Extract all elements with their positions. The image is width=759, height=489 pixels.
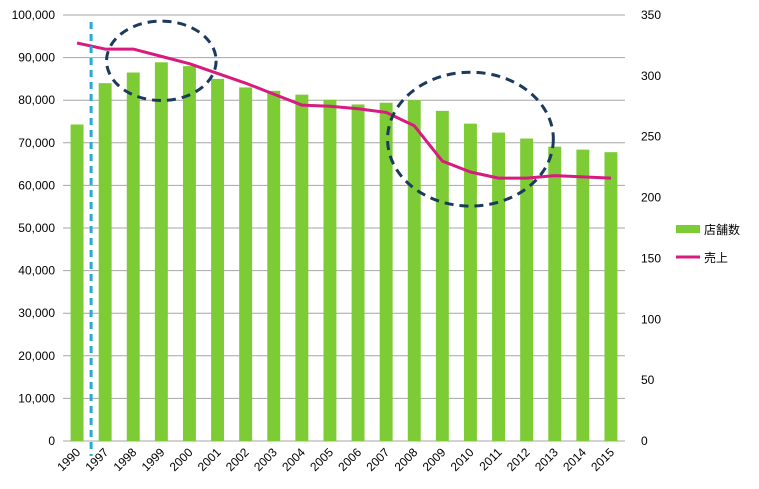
y-left-tick-label: 0: [48, 434, 55, 448]
left-axis-ticks: 0 10,000 20,000 30,000 40,000 50,000 60,000 70,…: [12, 8, 56, 448]
x-tick-label: 1999: [139, 445, 168, 474]
y-left-tick-label: 40,000: [18, 264, 55, 278]
bar: [323, 99, 337, 442]
highlight-ellipse: [386, 70, 555, 208]
highlight-ellipse: [105, 19, 218, 103]
bar: [435, 110, 449, 441]
y-left-tick-label: 100,000: [12, 8, 56, 22]
x-tick-label: 1997: [82, 445, 111, 474]
bar: [463, 123, 477, 441]
gridlines: [63, 14, 625, 399]
x-tick-label: 2007: [363, 445, 392, 474]
bar: [379, 102, 393, 442]
y-right-tick-label: 0: [641, 434, 648, 448]
x-tick-label: 1990: [54, 445, 83, 474]
bar: [182, 66, 196, 442]
x-tick-label: 2012: [504, 445, 533, 474]
x-axis-ticks: 1990 1997 1998 1999 2000 2001 2002 2003 2004 2005…: [54, 445, 617, 474]
x-tick-label: 2011: [477, 445, 505, 473]
y-left-tick-label: 70,000: [18, 136, 55, 150]
bar: [70, 124, 84, 442]
x-tick-label: 2005: [307, 445, 336, 474]
x-tick-label: 2010: [448, 445, 477, 474]
legend-label-line: 売上: [704, 250, 728, 265]
x-tick-label: 2003: [251, 445, 280, 474]
y-right-tick-label: 350: [641, 8, 661, 22]
bar: [295, 94, 309, 442]
x-tick-label: 2013: [532, 445, 561, 474]
bar: [576, 149, 590, 441]
sales-line: [76, 41, 612, 180]
bar: [492, 132, 506, 442]
y-left-tick-label: 30,000: [18, 306, 55, 320]
bar: [407, 100, 421, 441]
x-tick-label: 2006: [335, 445, 364, 474]
x-tick-label: 2001: [195, 445, 224, 474]
y-left-tick-label: 90,000: [18, 51, 55, 65]
y-right-tick-label: 50: [641, 373, 655, 387]
y-right-tick-label: 300: [641, 69, 661, 83]
x-tick-label: 2002: [223, 445, 252, 474]
bar: [520, 138, 534, 442]
bar: [98, 83, 112, 441]
bar: [239, 87, 253, 442]
bar: [548, 146, 562, 441]
y-right-tick-label: 150: [641, 251, 661, 265]
x-tick-label: 2008: [392, 445, 421, 474]
annotations: [89, 19, 555, 456]
x-tick-label: 2004: [279, 445, 308, 474]
bar: [126, 72, 140, 441]
bar: [351, 104, 365, 442]
bar: [267, 90, 281, 441]
legend-swatch-bar: [676, 225, 700, 233]
legend: 店舗数 売上: [676, 222, 740, 265]
y-right-tick-label: 200: [641, 191, 661, 205]
y-right-tick-label: 250: [641, 130, 661, 144]
x-tick-label: 2015: [588, 445, 617, 474]
x-tick-label: 1998: [111, 445, 140, 474]
y-right-tick-label: 100: [641, 312, 661, 326]
right-axis-ticks: 0 50 100 150 200 250 300 350: [641, 8, 661, 448]
x-tick-label: 2014: [560, 445, 589, 474]
y-left-tick-label: 20,000: [18, 349, 55, 363]
y-left-tick-label: 60,000: [18, 178, 55, 192]
bar: [211, 78, 225, 442]
line-series: [76, 41, 612, 180]
y-left-tick-label: 50,000: [18, 221, 55, 235]
x-tick-label: 2000: [167, 445, 196, 474]
legend-label-bar: 店舗数: [704, 222, 740, 237]
bar: [604, 152, 618, 441]
bar: [154, 62, 168, 441]
bar-series: [70, 62, 618, 442]
y-left-tick-label: 10,000: [18, 391, 55, 405]
x-tick-label: 2009: [420, 445, 449, 474]
y-left-tick-label: 80,000: [18, 93, 55, 107]
